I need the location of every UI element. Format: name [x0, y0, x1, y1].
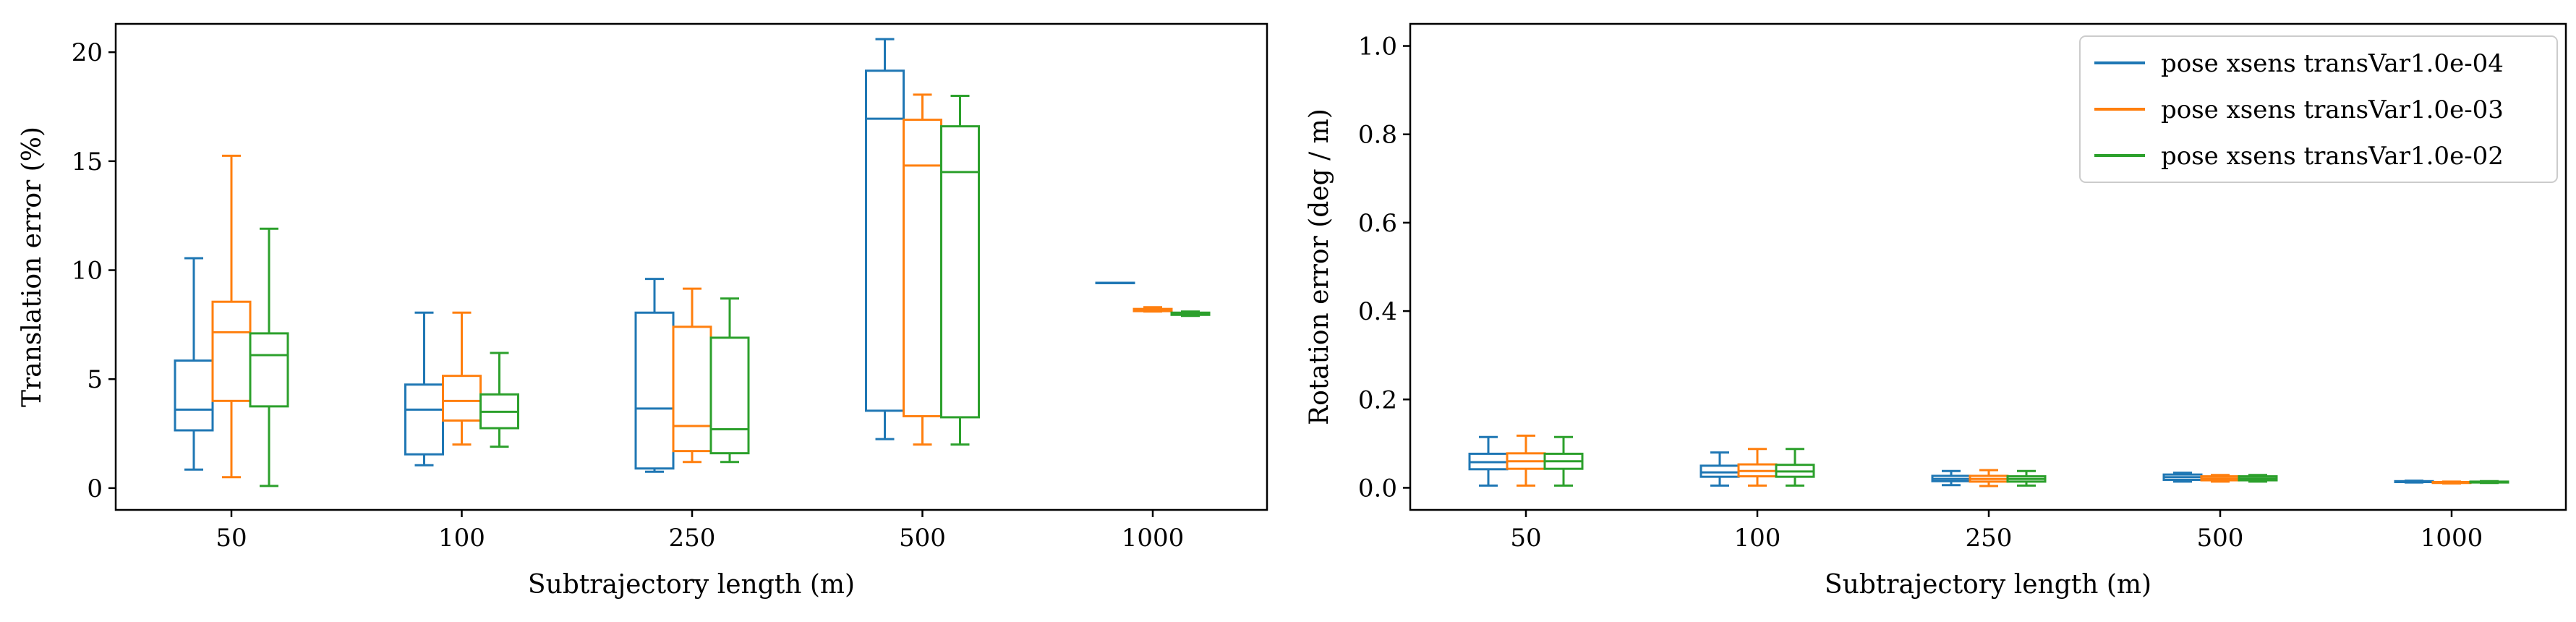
x-tick-label: 50 [1510, 524, 1541, 553]
box-iqr [940, 125, 980, 419]
x-tick-label: 50 [216, 524, 247, 553]
box-iqr [903, 119, 942, 417]
y-tick-label: 20 [72, 38, 103, 67]
x-tick-label: 500 [2197, 524, 2244, 553]
box-250-series-2 [709, 297, 750, 464]
box-1000-series-2 [1170, 310, 1211, 318]
translation-error-panel: 0 5 10 15 20 50 100 250 500 1000 Subtrajectory l… [17, 22, 1268, 600]
box-iqr [709, 336, 750, 455]
box-100-series-2 [479, 352, 519, 448]
legend-label-series-1: pose xsens transVar1.0e-03 [2161, 95, 2504, 124]
y-tick-label: 0.8 [1358, 121, 1397, 150]
box-100-series-1 [442, 311, 482, 446]
box-50-series-0 [1468, 435, 1509, 487]
box-iqr [1699, 464, 1740, 478]
box-500-series-0 [2162, 472, 2203, 483]
box-250-series-1 [672, 287, 712, 464]
x-tick-label: 250 [1966, 524, 2013, 553]
boxplot-marks [1468, 434, 2509, 487]
y-ticks: 0 5 10 15 20 [72, 38, 116, 503]
box-100-series-0 [404, 311, 444, 466]
boxplot-marks [174, 38, 1211, 487]
x-tick-label: 1000 [2421, 524, 2483, 553]
box-500-series-2 [940, 94, 980, 446]
box-500-series-1 [903, 93, 942, 446]
legend-label-series-0: pose xsens transVar1.0e-04 [2161, 49, 2504, 78]
box-50-series-2 [1543, 435, 1584, 487]
box-iqr [404, 383, 444, 456]
x-tick-label: 250 [669, 524, 716, 553]
x-tick-label: 100 [438, 524, 485, 553]
legend-frame [2079, 35, 2558, 183]
box-500-series-2 [2238, 474, 2278, 483]
box-50-series-2 [249, 227, 289, 487]
legend-label-series-2: pose xsens transVar1.0e-02 [2161, 142, 2504, 171]
y-tick-label: 10 [72, 257, 103, 286]
x-ticks: 50 100 250 500 1000 [1510, 510, 2483, 553]
legend: pose xsens transVar1.0e-04 pose xsens tr… [2079, 35, 2558, 183]
x-axis-label: Subtrajectory length (m) [1825, 570, 2151, 600]
box-iqr [249, 332, 289, 408]
box-1000-series-1 [2431, 480, 2472, 485]
x-tick-label: 500 [899, 524, 946, 553]
y-ticks: 0.0 0.2 0.4 0.6 0.8 1.0 [1358, 33, 1410, 503]
box-iqr [634, 311, 675, 470]
box-1000-series-1 [1133, 306, 1173, 313]
box-250-series-0 [1931, 469, 1971, 487]
x-axis-label: Subtrajectory length (m) [528, 570, 855, 600]
box-250-series-2 [2006, 469, 2047, 487]
y-tick-label: 0.2 [1358, 385, 1397, 414]
box-50-series-0 [174, 257, 214, 471]
x-ticks: 50 100 250 500 1000 [216, 510, 1184, 553]
box-250-series-0 [634, 278, 675, 473]
box-100-series-2 [1775, 448, 1815, 487]
y-tick-label: 0.6 [1358, 209, 1397, 238]
y-tick-label: 15 [72, 148, 103, 176]
y-axis-label: Rotation error (deg / m) [1305, 108, 1334, 425]
box-50-series-1 [211, 154, 252, 479]
box-250-series-1 [1969, 469, 2009, 487]
box-iqr [211, 300, 252, 402]
box-500-series-1 [2200, 474, 2240, 483]
plot-frame [114, 22, 1268, 511]
y-tick-label: 0.4 [1358, 297, 1397, 326]
box-500-series-0 [865, 38, 905, 440]
box-100-series-0 [1699, 451, 1740, 487]
box-1000-series-0 [1095, 281, 1135, 284]
y-axis-label: Translation error (%) [17, 127, 47, 407]
box-1000-series-2 [2469, 480, 2509, 485]
box-iqr [672, 325, 712, 453]
rotation-error-panel: 0.0 0.2 0.4 0.6 0.8 1.0 50 100 250 500 1000 Subtr… [1305, 22, 2567, 600]
box-iqr [174, 359, 214, 432]
box-iqr [865, 69, 905, 412]
y-tick-label: 0 [87, 474, 103, 503]
box-50-series-1 [1506, 434, 1546, 487]
y-tick-label: 5 [87, 365, 103, 394]
box-iqr [442, 375, 482, 422]
x-tick-label: 100 [1734, 524, 1781, 553]
box-1000-series-0 [2394, 480, 2434, 484]
x-tick-label: 1000 [1122, 524, 1185, 553]
y-tick-label: 0.0 [1358, 474, 1397, 503]
y-tick-label: 1.0 [1358, 33, 1397, 61]
box-100-series-1 [1737, 448, 1778, 487]
